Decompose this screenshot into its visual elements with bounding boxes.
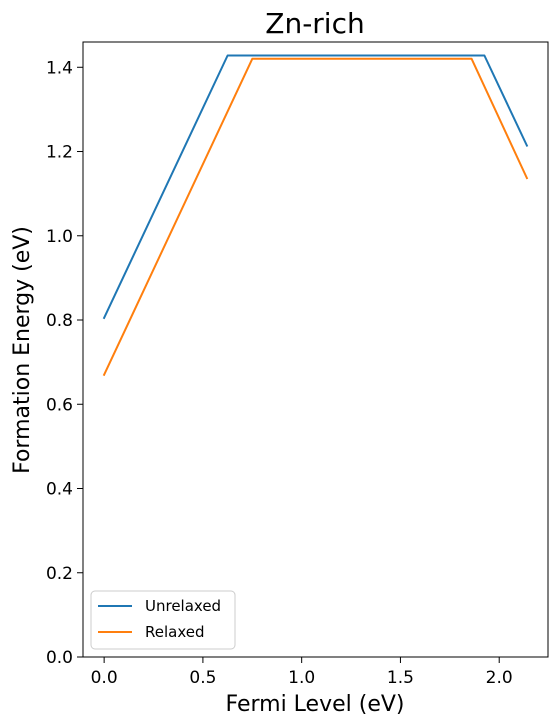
series-line-unrelaxed <box>102 54 529 320</box>
y-tick-label: 1.0 <box>46 227 73 247</box>
y-tick-label: 0.0 <box>46 648 73 668</box>
series-layer <box>102 54 529 377</box>
y-axis: 0.0 0.2 0.4 0.6 0.8 1.0 1.2 1.4 <box>46 58 83 668</box>
y-tick-label: 1.4 <box>46 58 73 78</box>
x-tick-label: 0.0 <box>91 668 118 688</box>
plot-frame <box>82 41 549 658</box>
x-axis: 0.0 0.5 1.0 1.5 2.0 <box>91 657 513 688</box>
x-tick-label: 2.0 <box>486 668 513 688</box>
y-tick-label: 0.4 <box>46 480 73 500</box>
legend-label-unrelaxed: Unrelaxed <box>145 597 221 615</box>
y-axis-label: Formation Energy (eV) <box>10 226 35 474</box>
y-tick-label: 0.8 <box>46 311 73 331</box>
legend-label-relaxed: Relaxed <box>145 623 205 641</box>
series-line-relaxed <box>102 57 529 377</box>
x-tick-label: 1.0 <box>288 668 315 688</box>
legend: Unrelaxed Relaxed <box>90 590 236 650</box>
y-tick-label: 0.6 <box>46 395 73 415</box>
y-tick-label: 0.2 <box>46 564 73 584</box>
plot-area <box>83 42 548 657</box>
x-tick-label: 0.5 <box>189 668 216 688</box>
x-axis-label: Fermi Level (eV) <box>226 692 405 717</box>
x-tick-label: 1.5 <box>387 668 414 688</box>
y-tick-label: 1.2 <box>46 143 73 163</box>
chart-title: Zn-rich <box>265 7 364 40</box>
